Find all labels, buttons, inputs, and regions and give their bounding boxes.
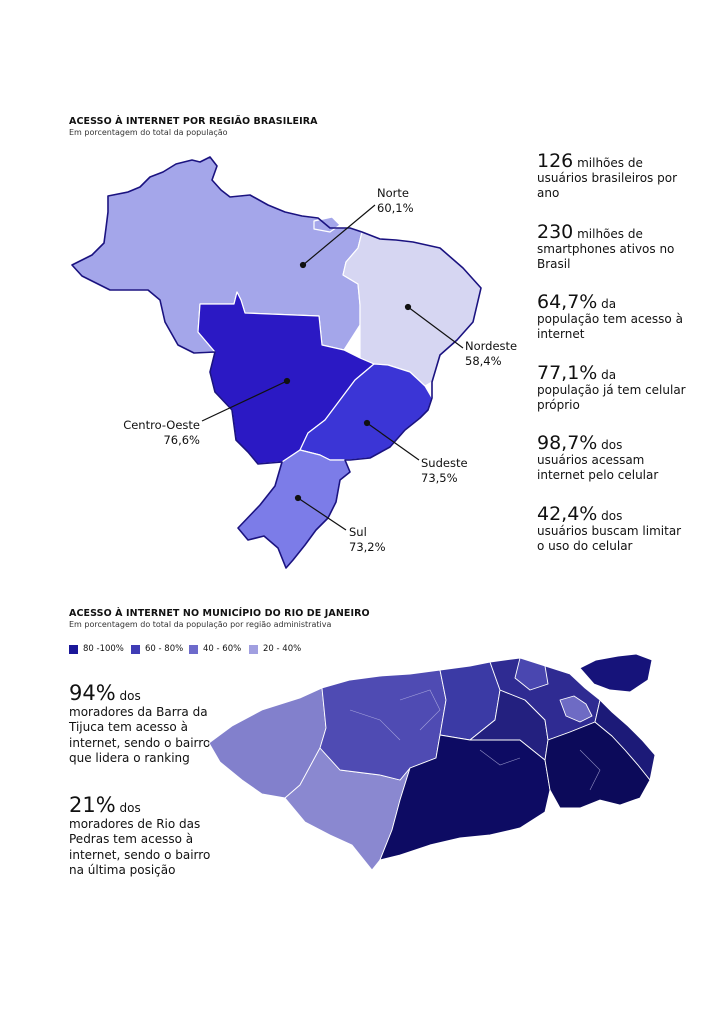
rio-region-small-1[interactable]: [514, 657, 549, 691]
legend-label-20-40: 20 - 40%: [263, 644, 302, 654]
label-norte-name: Norte: [377, 186, 409, 200]
stat-mobile-number: 98,7%: [537, 432, 598, 454]
stat-pedras-unit: dos: [115, 801, 141, 815]
label-centro-oeste: Centro-Oeste 76,6%: [110, 418, 200, 448]
stat-barra-tijuca: 94% dos moradores da Barra da Tijuca tem…: [69, 682, 219, 767]
stat-limit-text: usuários buscam limitar o uso do celular: [537, 524, 682, 553]
stat-smartphones: 230 milhões de smartphones ativos no Bra…: [537, 222, 687, 271]
stat-smartphones-text: smartphones ativos no Brasil: [537, 242, 675, 271]
stat-barra-text: moradores da Barra da Tijuca tem acesso …: [69, 704, 211, 766]
label-centro-oeste-value: 76,6%: [163, 433, 200, 447]
stat-internet-text: população tem acesso à internet: [537, 312, 683, 341]
stat-pedras-text: moradores de Rio das Pedras tem acesso à…: [69, 816, 211, 878]
label-nordeste-name: Nordeste: [465, 339, 518, 353]
stat-mobile-unit: dos: [597, 438, 623, 452]
stat-mobile-access: 98,7% dos usuários acessam internet pelo…: [537, 433, 687, 482]
label-sudeste: Sudeste 73,5%: [421, 456, 468, 486]
legend-label-40-60: 40 - 60%: [203, 644, 242, 654]
legend-20-40: 20 - 40%: [249, 644, 301, 654]
rio-map: [208, 653, 656, 871]
rio-map-title: ACESSO À INTERNET NO MUNICÍPIO DO RIO DE…: [69, 608, 370, 619]
rio-region-barra-tijuca[interactable]: [379, 719, 551, 861]
label-centro-oeste-name: Centro-Oeste: [123, 418, 200, 432]
stat-own-phone-text: população já tem celular próprio: [537, 383, 686, 412]
legend-swatch-60-80: [131, 644, 140, 654]
label-sul-value: 73,2%: [349, 540, 386, 554]
stat-own-phone: 77,1% da população já tem celular própri…: [537, 363, 687, 412]
legend-swatch-20-40: [249, 644, 258, 654]
label-sul-name: Sul: [349, 525, 367, 539]
label-sudeste-value: 73,5%: [421, 471, 458, 485]
stat-limit-use: 42,4% dos usuários buscam limitar o uso …: [537, 504, 687, 553]
stat-pedras-number: 21%: [69, 793, 116, 817]
stat-smartphones-unit: milhões de: [573, 227, 643, 241]
legend-60-80: 60 - 80%: [131, 644, 183, 654]
legend-swatch-80-100: [69, 644, 78, 654]
stat-internet-unit: da: [597, 297, 617, 311]
stat-barra-unit: dos: [115, 689, 141, 703]
label-sudeste-name: Sudeste: [421, 456, 468, 470]
stat-barra-number: 94%: [69, 681, 116, 705]
legend-label-80-100: 80 -100%: [83, 644, 124, 654]
rio-region-mare[interactable]: [559, 695, 593, 723]
stat-rio-das-pedras: 21% dos moradores de Rio das Pedras tem …: [69, 794, 219, 879]
label-norte: Norte 60,1%: [377, 186, 414, 216]
legend-label-60-80: 60 - 80%: [145, 644, 184, 654]
label-nordeste-value: 58,4%: [465, 354, 502, 368]
stat-mobile-text: usuários acessam internet pelo celular: [537, 453, 659, 482]
rio-region-centro[interactable]: [594, 699, 656, 781]
label-norte-value: 60,1%: [377, 201, 414, 215]
stat-internet-access: 64,7% da população tem acesso à internet: [537, 292, 687, 341]
legend-swatch-40-60: [189, 644, 198, 654]
legend-80-100: 80 -100%: [69, 644, 124, 654]
stat-own-phone-unit: da: [597, 368, 617, 382]
stat-users-text: usuários brasileiros por ano: [537, 171, 678, 200]
rio-region-ilha-governador[interactable]: [579, 653, 653, 693]
stat-own-phone-number: 77,1%: [537, 362, 598, 384]
brazil-map-title: ACESSO À INTERNET POR REGIÃO BRASILEIRA: [69, 116, 318, 127]
legend-40-60: 40 - 60%: [189, 644, 241, 654]
brazil-map-subtitle: Em porcentagem do total da população: [69, 128, 228, 137]
stat-users-number: 126: [537, 150, 574, 172]
label-nordeste: Nordeste 58,4%: [465, 339, 517, 369]
stat-limit-number: 42,4%: [537, 503, 598, 525]
stat-limit-unit: dos: [597, 509, 623, 523]
brazil-map: [71, 156, 482, 569]
label-sul: Sul 73,2%: [349, 525, 386, 555]
stat-smartphones-number: 230: [537, 221, 574, 243]
stat-users-unit: milhões de: [573, 156, 643, 170]
rio-map-subtitle: Em porcentagem do total da população por…: [69, 620, 332, 629]
stat-internet-number: 64,7%: [537, 291, 598, 313]
stat-users: 126 milhões de usuários brasileiros por …: [537, 151, 687, 200]
